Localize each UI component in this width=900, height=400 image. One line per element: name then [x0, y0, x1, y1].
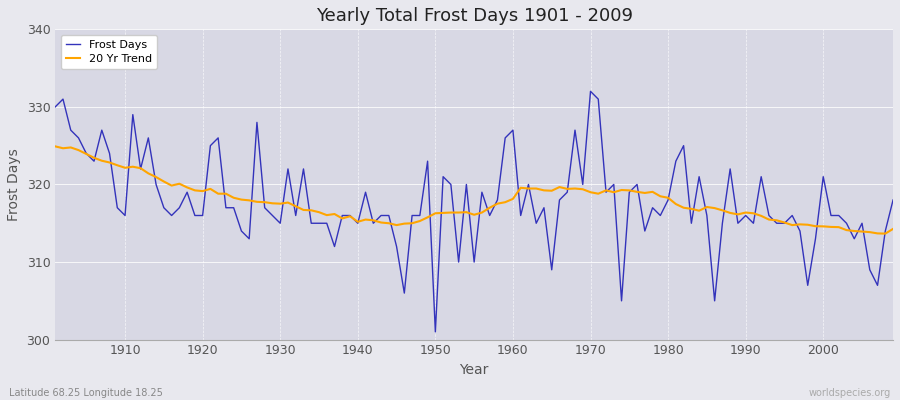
Frost Days — [508, 128, 518, 132]
20 Yr Trend — [508, 196, 518, 201]
Frost Days — [516, 213, 526, 218]
Frost Days — [112, 205, 122, 210]
Title: Yearly Total Frost Days 1901 - 2009: Yearly Total Frost Days 1901 - 2009 — [316, 7, 633, 25]
Frost Days — [430, 330, 441, 334]
20 Yr Trend — [500, 200, 510, 204]
20 Yr Trend — [50, 144, 60, 149]
Legend: Frost Days, 20 Yr Trend: Frost Days, 20 Yr Trend — [61, 35, 158, 70]
Frost Days — [616, 298, 627, 303]
Frost Days — [329, 244, 340, 249]
Frost Days — [283, 166, 293, 171]
Frost Days — [50, 104, 60, 109]
Frost Days — [887, 198, 898, 202]
Text: Latitude 68.25 Longitude 18.25: Latitude 68.25 Longitude 18.25 — [9, 388, 163, 398]
Text: worldspecies.org: worldspecies.org — [809, 388, 891, 398]
Line: Frost Days: Frost Days — [55, 91, 893, 332]
20 Yr Trend — [329, 212, 340, 216]
20 Yr Trend — [880, 231, 891, 236]
X-axis label: Year: Year — [460, 363, 489, 377]
20 Yr Trend — [600, 188, 611, 193]
20 Yr Trend — [112, 163, 122, 168]
Y-axis label: Frost Days: Frost Days — [7, 148, 21, 221]
20 Yr Trend — [283, 200, 293, 205]
Frost Days — [585, 89, 596, 94]
Line: 20 Yr Trend: 20 Yr Trend — [55, 146, 893, 234]
20 Yr Trend — [887, 226, 898, 231]
